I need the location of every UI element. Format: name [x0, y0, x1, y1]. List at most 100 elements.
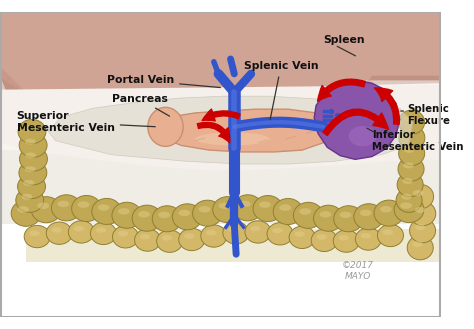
Ellipse shape [156, 230, 182, 252]
Ellipse shape [135, 229, 161, 251]
Ellipse shape [300, 208, 311, 215]
Polygon shape [0, 12, 441, 138]
Ellipse shape [52, 195, 81, 221]
Ellipse shape [399, 141, 425, 165]
Ellipse shape [25, 166, 36, 172]
Ellipse shape [289, 226, 315, 248]
Ellipse shape [333, 230, 359, 252]
Ellipse shape [46, 222, 72, 244]
Point [327, 109, 335, 114]
Ellipse shape [356, 228, 382, 250]
Ellipse shape [338, 235, 349, 240]
Ellipse shape [118, 231, 128, 236]
Ellipse shape [374, 200, 404, 226]
Ellipse shape [273, 198, 303, 225]
Ellipse shape [98, 204, 109, 211]
Ellipse shape [250, 226, 261, 231]
Ellipse shape [29, 230, 40, 236]
Text: Pancreas: Pancreas [111, 94, 170, 116]
Ellipse shape [19, 147, 47, 171]
Ellipse shape [272, 228, 283, 233]
Point [329, 119, 337, 125]
Ellipse shape [267, 223, 293, 245]
Ellipse shape [245, 221, 271, 243]
Ellipse shape [380, 206, 392, 213]
Ellipse shape [17, 206, 29, 213]
Ellipse shape [18, 174, 46, 199]
Ellipse shape [404, 131, 414, 137]
Ellipse shape [404, 115, 414, 122]
Ellipse shape [19, 133, 47, 157]
Ellipse shape [349, 126, 376, 146]
Ellipse shape [410, 202, 436, 226]
Ellipse shape [413, 190, 423, 196]
Ellipse shape [361, 233, 371, 239]
Text: Splenic
Flexure: Splenic Flexure [407, 104, 450, 126]
Ellipse shape [11, 200, 41, 226]
Ellipse shape [57, 201, 69, 207]
Ellipse shape [383, 229, 393, 235]
Ellipse shape [233, 195, 263, 221]
Ellipse shape [24, 125, 35, 131]
Ellipse shape [311, 229, 337, 252]
Ellipse shape [37, 203, 49, 209]
Ellipse shape [399, 110, 425, 134]
FancyArrowPatch shape [374, 88, 399, 124]
Ellipse shape [396, 188, 422, 213]
Ellipse shape [206, 230, 217, 236]
Ellipse shape [68, 221, 94, 243]
Ellipse shape [92, 198, 121, 224]
Ellipse shape [19, 161, 47, 185]
Ellipse shape [18, 119, 46, 143]
Ellipse shape [52, 227, 62, 233]
Ellipse shape [173, 204, 202, 230]
Ellipse shape [340, 212, 352, 218]
Ellipse shape [228, 227, 238, 232]
Text: Superior
Mesenteric Vein: Superior Mesenteric Vein [17, 112, 155, 133]
Ellipse shape [400, 202, 412, 209]
FancyArrowPatch shape [202, 109, 240, 121]
Ellipse shape [78, 201, 90, 208]
Ellipse shape [201, 225, 227, 247]
Polygon shape [0, 150, 441, 224]
Polygon shape [314, 80, 400, 159]
Ellipse shape [179, 228, 205, 251]
Text: ©2017
MAYO: ©2017 MAYO [342, 261, 374, 281]
Text: Portal Vein: Portal Vein [107, 75, 220, 88]
Polygon shape [0, 76, 441, 132]
Ellipse shape [178, 210, 190, 216]
Ellipse shape [152, 206, 182, 232]
Ellipse shape [158, 212, 170, 218]
Ellipse shape [398, 157, 424, 181]
Text: Spleen: Spleen [324, 36, 365, 45]
Ellipse shape [72, 195, 101, 221]
Ellipse shape [118, 208, 130, 215]
Ellipse shape [239, 201, 251, 207]
Ellipse shape [293, 202, 323, 228]
Polygon shape [0, 12, 441, 169]
Polygon shape [156, 109, 335, 152]
Ellipse shape [334, 206, 364, 232]
Ellipse shape [415, 207, 425, 213]
Ellipse shape [112, 226, 138, 248]
Ellipse shape [25, 139, 36, 145]
Polygon shape [0, 85, 441, 170]
Ellipse shape [360, 210, 372, 216]
Ellipse shape [96, 227, 106, 233]
Ellipse shape [354, 204, 383, 230]
Ellipse shape [253, 195, 283, 221]
Ellipse shape [279, 204, 291, 211]
Ellipse shape [140, 234, 150, 240]
Ellipse shape [195, 133, 270, 145]
FancyArrowPatch shape [323, 109, 389, 136]
Ellipse shape [132, 205, 162, 231]
FancyArrowPatch shape [318, 79, 365, 101]
Point [333, 112, 340, 117]
Polygon shape [0, 12, 441, 124]
Ellipse shape [24, 225, 50, 248]
Ellipse shape [223, 222, 249, 244]
Polygon shape [48, 96, 413, 164]
Ellipse shape [317, 234, 327, 240]
Ellipse shape [377, 224, 403, 247]
Ellipse shape [73, 226, 84, 231]
